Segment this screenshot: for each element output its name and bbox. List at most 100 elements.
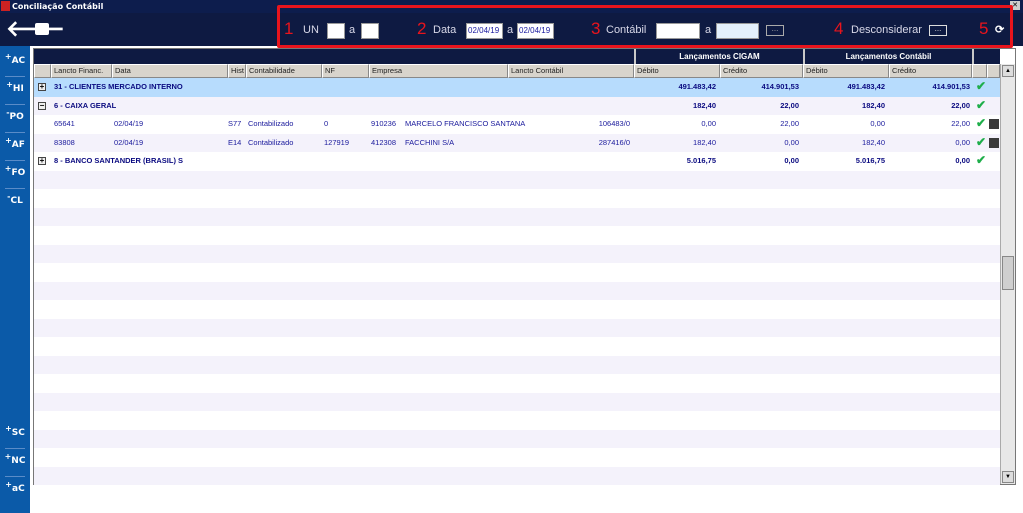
table-row[interactable]: 83808 02/04/19 E14 Contabilizado 127919 41230… bbox=[34, 133, 1000, 152]
un-sep: a bbox=[349, 24, 356, 36]
sidebar-item-nc[interactable]: +NC bbox=[4, 452, 26, 466]
sidebar-code: FO bbox=[11, 168, 26, 178]
empty-row[interactable] bbox=[34, 411, 1000, 430]
column-header-10[interactable]: Crédito bbox=[889, 64, 972, 78]
nf: 0 bbox=[324, 119, 329, 128]
empty-row[interactable] bbox=[34, 189, 1000, 208]
sidebar-item-ac[interactable]: +aC bbox=[4, 480, 26, 494]
sidebar-item-fo[interactable]: +FO bbox=[4, 164, 26, 178]
empty-row[interactable] bbox=[34, 244, 1000, 263]
filter-3-number: 3 bbox=[591, 19, 601, 38]
cigam-credito: 0,00 bbox=[784, 137, 799, 147]
filter-1-number: 1 bbox=[284, 19, 294, 38]
refresh-icon[interactable]: ⟳ bbox=[995, 24, 1005, 36]
scroll-down-button[interactable]: ▼ bbox=[1002, 471, 1014, 483]
lancto-contabil: 106483/0 bbox=[598, 119, 630, 128]
contabil-sep: a bbox=[705, 24, 712, 36]
detail-button[interactable] bbox=[989, 137, 999, 148]
expand-icon[interactable]: + bbox=[38, 156, 46, 165]
group-row[interactable]: +8 - BANCO SANTANDER (BRASIL) S 5.016,75 0… bbox=[34, 152, 1000, 171]
contabil-debito: 0,00 bbox=[870, 119, 885, 128]
cigam-debito: 182,40 bbox=[693, 137, 716, 147]
column-header-3[interactable]: Contabilidade bbox=[246, 64, 322, 78]
empty-row[interactable] bbox=[34, 207, 1000, 226]
column-header-6[interactable]: Lancto Contábil bbox=[508, 64, 634, 78]
sidebar-item-af[interactable]: +AF bbox=[4, 136, 26, 150]
empresa-codigo: 412308 bbox=[371, 137, 397, 147]
group-row[interactable]: −6 - CAIXA GERAL 182,40 22,00 182,40 22,00 ✔ bbox=[34, 96, 1000, 115]
column-header-2[interactable]: Hist bbox=[228, 64, 246, 78]
contabil-credito: 22,00 bbox=[951, 100, 970, 110]
sidebar-item-sc[interactable]: +SC bbox=[4, 424, 26, 438]
sidebar-item-ac[interactable]: +AC bbox=[4, 52, 26, 66]
column-header-7[interactable]: Débito bbox=[634, 64, 720, 78]
group-label: 31 - CLIENTES MERCADO INTERNO bbox=[54, 82, 183, 91]
lancto-financ: 83808 bbox=[54, 137, 75, 147]
column-header-status[interactable] bbox=[972, 64, 987, 78]
un-label: UN bbox=[303, 24, 319, 36]
nf: 127919 bbox=[324, 137, 350, 147]
empty-row[interactable] bbox=[34, 448, 1000, 467]
sidebar-item-cl[interactable]: -CL bbox=[4, 192, 26, 206]
empty-row[interactable] bbox=[34, 263, 1000, 282]
column-header-0[interactable]: Lancto Financ. bbox=[51, 64, 112, 78]
contabil-to-input[interactable] bbox=[716, 23, 759, 39]
empty-row[interactable] bbox=[34, 466, 1000, 485]
sidebar-code: AF bbox=[11, 140, 25, 150]
desconsiderar-label: Desconsiderar bbox=[851, 24, 922, 36]
table-row[interactable]: 65641 02/04/19 S77 Contabilizado 0 910236 MARC… bbox=[34, 115, 1000, 134]
close-button[interactable]: ✕ bbox=[1010, 1, 1020, 10]
sidebar-item-hi[interactable]: +HI bbox=[4, 80, 26, 94]
vertical-scrollbar[interactable]: ▲ ▼ bbox=[1000, 64, 1015, 484]
column-header-9[interactable]: Débito bbox=[803, 64, 889, 78]
sidebar-code: PO bbox=[9, 112, 24, 122]
empty-row[interactable] bbox=[34, 318, 1000, 337]
un-from-input[interactable] bbox=[327, 23, 345, 39]
check-icon: ✔ bbox=[976, 116, 987, 130]
column-header-8[interactable]: Crédito bbox=[720, 64, 803, 78]
empty-row[interactable] bbox=[34, 226, 1000, 245]
empty-row[interactable] bbox=[34, 355, 1000, 374]
sidebar-sign: + bbox=[4, 164, 12, 173]
check-icon: ✔ bbox=[976, 153, 987, 167]
desconsiderar-lookup-button[interactable]: ... bbox=[929, 25, 947, 36]
date-from-input[interactable]: 02/04/19 bbox=[466, 23, 503, 39]
date-to-input[interactable]: 02/04/19 bbox=[517, 23, 554, 39]
un-to-input[interactable] bbox=[361, 23, 379, 39]
group-spacer bbox=[972, 49, 1000, 64]
detail-button[interactable] bbox=[989, 119, 999, 129]
expand-icon[interactable]: + bbox=[38, 82, 46, 91]
contabil-credito: 414.901,53 bbox=[932, 82, 970, 91]
contabil-lookup-button[interactable]: ... bbox=[766, 25, 784, 36]
contabil-credito: 0,00 bbox=[955, 156, 970, 165]
contabilidade: Contabilizado bbox=[248, 119, 294, 128]
contabil-debito: 182,40 bbox=[862, 137, 885, 147]
group-row[interactable]: +31 - CLIENTES MERCADO INTERNO 491.483,42… bbox=[34, 78, 1000, 97]
lancto-financ: 65641 bbox=[54, 119, 75, 128]
column-header-5[interactable]: Empresa bbox=[369, 64, 508, 78]
cigam-credito: 414.901,53 bbox=[761, 82, 799, 91]
scroll-thumb[interactable] bbox=[1002, 256, 1014, 290]
empty-row[interactable] bbox=[34, 392, 1000, 411]
collapse-icon[interactable]: − bbox=[38, 100, 46, 110]
sidebar-code: aC bbox=[12, 484, 25, 494]
sidebar-sign: - bbox=[6, 108, 10, 117]
empty-row[interactable] bbox=[34, 337, 1000, 356]
empty-row[interactable] bbox=[34, 374, 1000, 393]
empty-row[interactable] bbox=[34, 170, 1000, 189]
toolbar: 🡐 1 UN a 2 Data 02/04/19 a 02/04/19 3 Co… bbox=[0, 13, 1023, 46]
empty-row[interactable] bbox=[34, 429, 1000, 448]
sidebar-item-po[interactable]: -PO bbox=[4, 108, 26, 122]
column-header-action[interactable] bbox=[987, 64, 1000, 78]
contabil-credito: 0,00 bbox=[955, 137, 970, 147]
column-header-expand[interactable] bbox=[34, 64, 51, 78]
scroll-up-button[interactable]: ▲ bbox=[1002, 65, 1014, 77]
printer-icon[interactable] bbox=[35, 23, 49, 35]
column-header-4[interactable]: NF bbox=[322, 64, 369, 78]
group-cigam: Lançamentos CIGAM bbox=[634, 49, 803, 64]
empty-row[interactable] bbox=[34, 281, 1000, 300]
sidebar-sign: + bbox=[6, 80, 13, 89]
column-header-1[interactable]: Data bbox=[112, 64, 228, 78]
contabil-from-input[interactable] bbox=[656, 23, 700, 39]
empty-row[interactable] bbox=[34, 300, 1000, 319]
